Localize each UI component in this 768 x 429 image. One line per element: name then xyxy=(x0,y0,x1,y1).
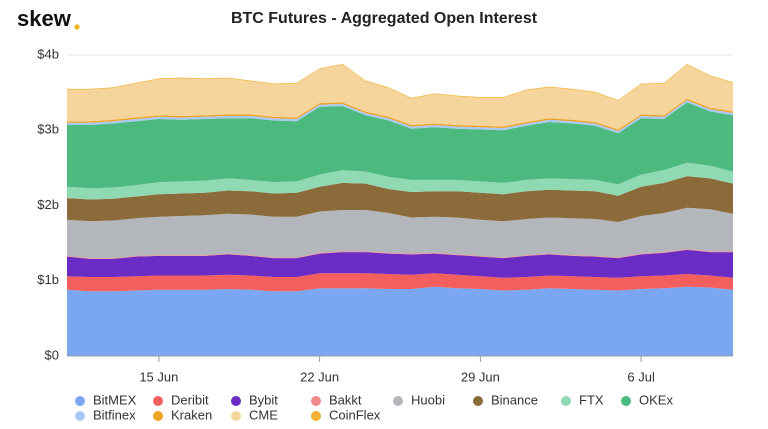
legend-label: Bitfinex xyxy=(93,407,136,422)
legend-swatch xyxy=(75,396,85,406)
area xyxy=(67,176,733,223)
legend-swatch xyxy=(231,411,241,421)
area xyxy=(67,249,733,259)
area xyxy=(67,249,733,278)
area xyxy=(67,162,733,200)
legend-label: Bakkt xyxy=(329,392,362,407)
legend-swatch xyxy=(473,396,483,406)
x-tick-label: 29 Jun xyxy=(461,369,500,384)
legend-swatch xyxy=(153,396,163,406)
area xyxy=(67,207,733,259)
legend-label: Deribit xyxy=(171,392,209,407)
y-tick-label: $4b xyxy=(37,46,59,61)
logo-dot xyxy=(74,24,80,30)
legend-label: BitMEX xyxy=(93,392,137,407)
y-tick-label: $3b xyxy=(37,122,59,137)
legend-label: CME xyxy=(249,407,278,422)
x-tick-label: 22 Jun xyxy=(300,369,339,384)
legend-swatch xyxy=(311,396,321,406)
legend-swatch xyxy=(561,396,571,406)
legend-swatch xyxy=(75,411,85,421)
legend-label: OKEx xyxy=(639,392,673,407)
x-tick-label: 6 Jul xyxy=(627,369,655,384)
legend-label: Huobi xyxy=(411,392,445,407)
legend-swatch xyxy=(153,411,163,421)
legend-swatch xyxy=(231,396,241,406)
x-tick-label: 15 Jun xyxy=(139,369,178,384)
y-tick-label: $2b xyxy=(37,197,59,212)
legend-label: Kraken xyxy=(171,407,212,422)
legend-swatch xyxy=(621,396,631,406)
legend-label: Binance xyxy=(491,392,538,407)
area xyxy=(67,64,733,130)
area xyxy=(67,273,733,292)
area xyxy=(67,102,733,189)
legend-label: FTX xyxy=(579,392,604,407)
legend-label: CoinFlex xyxy=(329,407,381,422)
y-tick-label: $0 xyxy=(45,347,59,362)
y-tick-label: $1b xyxy=(37,272,59,287)
legend-label: Bybit xyxy=(249,392,278,407)
area xyxy=(67,286,733,356)
logo: skew xyxy=(17,6,72,31)
chart-title: BTC Futures - Aggregated Open Interest xyxy=(231,10,538,27)
legend-swatch xyxy=(393,396,403,406)
legend-swatch xyxy=(311,411,321,421)
